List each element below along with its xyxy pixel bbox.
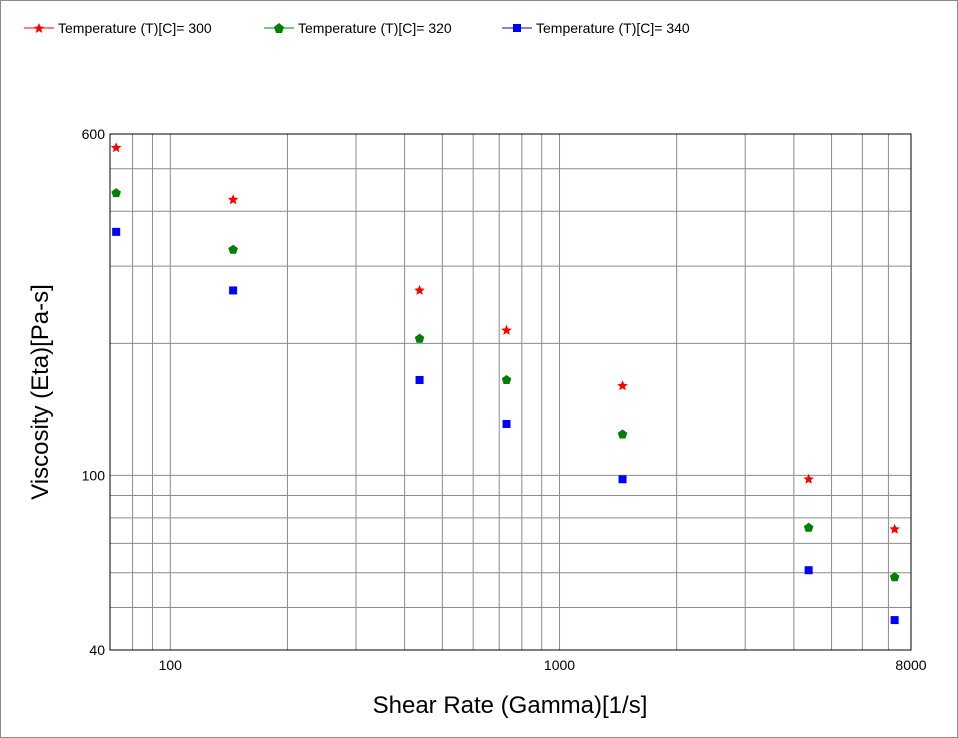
legend-label: Temperature (T)[C]= 300	[58, 20, 212, 36]
y-axis-label: Viscosity (Eta)[Pa-s]	[27, 284, 54, 500]
data-point-pentagon	[617, 429, 628, 439]
legend-square-marker-icon	[502, 24, 532, 32]
data-point-square	[618, 475, 627, 484]
x-axis-label: Shear Rate (Gamma)[1/s]	[373, 692, 648, 719]
legend-pentagon-marker-icon	[264, 23, 294, 33]
x-tick-label: 8000	[895, 657, 926, 673]
data-point-star	[227, 194, 239, 205]
data-point-pentagon	[803, 522, 814, 532]
y-tick-label: 600	[82, 126, 106, 142]
legend-item-300: Temperature (T)[C]= 300	[24, 20, 212, 36]
data-points	[110, 142, 900, 625]
y-tick-label: 100	[82, 467, 106, 483]
data-point-square	[229, 286, 238, 295]
legend-item-340: Temperature (T)[C]= 340	[502, 20, 690, 36]
data-point-star	[501, 324, 512, 335]
data-point-star	[110, 142, 122, 153]
data-point-star	[617, 380, 628, 391]
legend-label: Temperature (T)[C]= 340	[536, 20, 690, 36]
data-point-square	[415, 375, 424, 384]
ticks: 100 1000 8000 600 100 40	[82, 126, 927, 673]
legend-star-marker-icon	[24, 23, 54, 33]
legend-label: Temperature (T)[C]= 320	[298, 20, 452, 36]
data-point-star	[889, 523, 900, 534]
data-point-pentagon	[889, 572, 900, 582]
data-point-pentagon	[111, 188, 121, 198]
data-point-pentagon	[414, 333, 425, 343]
x-tick-label: 100	[159, 657, 183, 673]
legend-item-320: Temperature (T)[C]= 320	[264, 20, 452, 36]
grid	[109, 133, 912, 651]
plot-border	[109, 133, 912, 651]
data-point-star	[414, 284, 425, 295]
data-point-square	[804, 566, 813, 575]
data-point-square	[112, 227, 121, 236]
y-tick-label: 40	[89, 642, 105, 658]
data-point-pentagon	[501, 375, 512, 384]
data-point-square	[502, 419, 511, 428]
data-point-square	[890, 616, 899, 625]
data-point-star	[803, 473, 814, 484]
data-point-pentagon	[228, 244, 238, 254]
x-tick-label: 1000	[544, 657, 575, 673]
